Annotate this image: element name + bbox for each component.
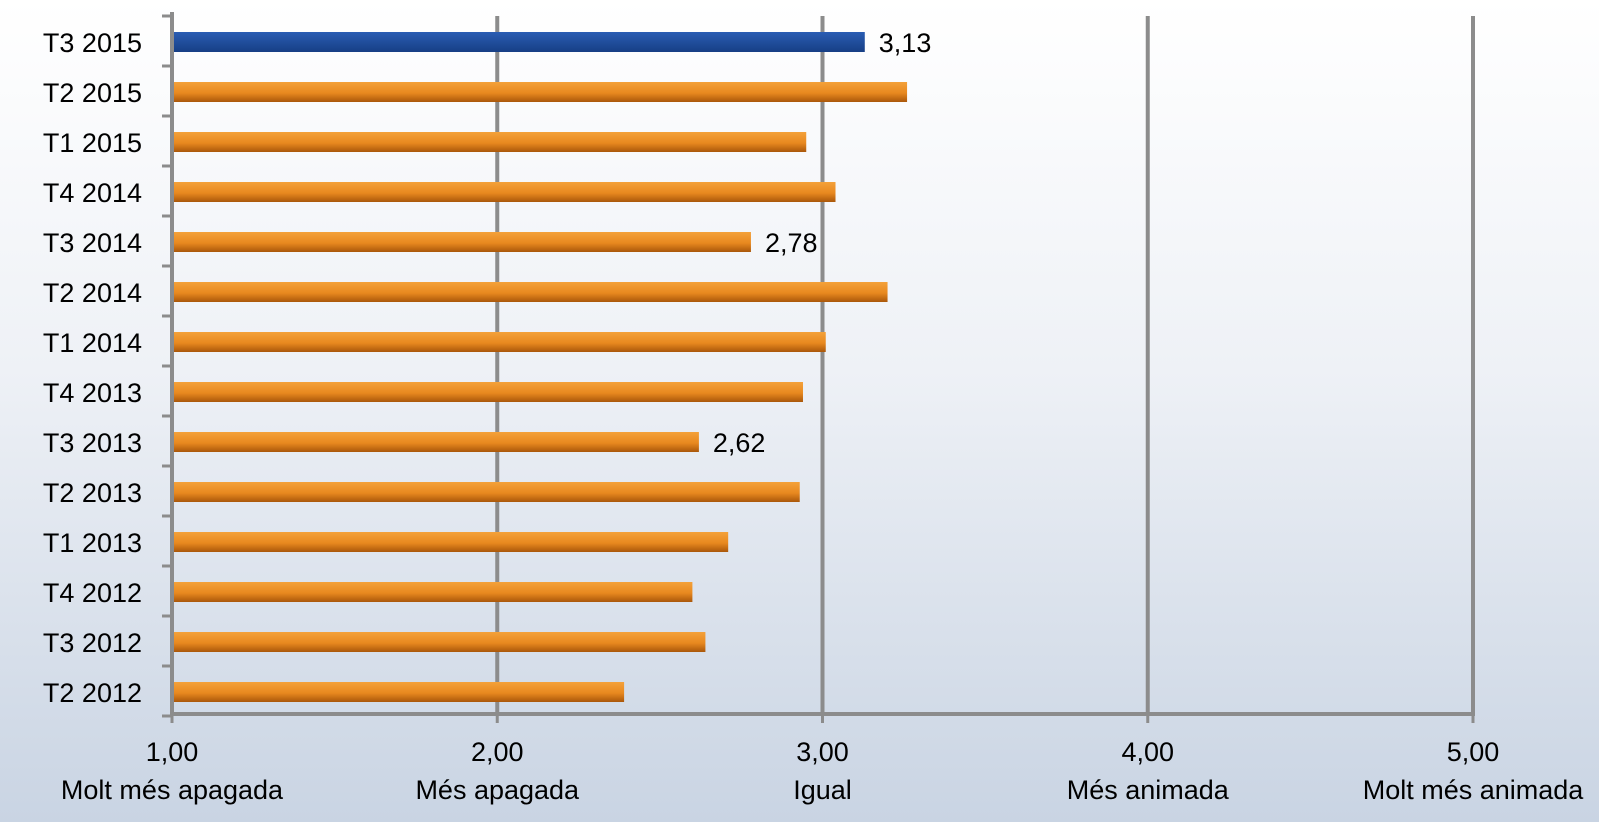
gridlines — [495, 16, 1475, 714]
category-label: T3 2015 — [43, 28, 142, 58]
data-label: 3,13 — [879, 28, 932, 58]
category-label: T2 2015 — [43, 78, 142, 108]
bars — [172, 32, 908, 702]
bar — [172, 482, 800, 502]
category-label: T4 2012 — [43, 578, 142, 608]
x-tick-sublabel: Molt més apagada — [61, 775, 284, 805]
bar — [172, 332, 826, 352]
x-tick-label: 5,00 — [1447, 737, 1500, 767]
bar — [172, 82, 908, 102]
bar-highlight — [172, 32, 865, 52]
data-label: 2,78 — [765, 228, 818, 258]
x-tick-label: 4,00 — [1121, 737, 1174, 767]
x-tick-label: 3,00 — [796, 737, 849, 767]
data-label: 2,62 — [713, 428, 766, 458]
x-tick-sublabel: Més animada — [1067, 775, 1230, 805]
bar — [172, 432, 699, 452]
category-label: T3 2014 — [43, 228, 142, 258]
bar — [172, 132, 807, 152]
bar — [172, 532, 729, 552]
category-label: T2 2012 — [43, 678, 142, 708]
category-label: T2 2014 — [43, 278, 142, 308]
category-label: T4 2014 — [43, 178, 142, 208]
bar — [172, 382, 803, 402]
x-tick-sublabel: Més apagada — [415, 775, 580, 805]
x-tick-label: 2,00 — [471, 737, 524, 767]
bar — [172, 582, 693, 602]
axes — [162, 12, 1475, 723]
bar — [172, 232, 751, 252]
bar — [172, 182, 836, 202]
bar — [172, 682, 625, 702]
category-label: T4 2013 — [43, 378, 142, 408]
x-tick-sublabel: Igual — [793, 775, 852, 805]
category-label: T1 2014 — [43, 328, 142, 358]
bar — [172, 282, 888, 302]
category-label: T1 2015 — [43, 128, 142, 158]
bar — [172, 632, 706, 652]
category-label: T3 2012 — [43, 628, 142, 658]
category-label: T3 2013 — [43, 428, 142, 458]
category-label: T1 2013 — [43, 528, 142, 558]
x-tick-sublabel: Molt més animada — [1363, 775, 1585, 805]
category-label: T2 2013 — [43, 478, 142, 508]
labels: T3 2015 3,13 T2 2015 T1 2015 T4 2014 T3 2014 2… — [43, 28, 1584, 805]
x-tick-label: 1,00 — [146, 737, 199, 767]
